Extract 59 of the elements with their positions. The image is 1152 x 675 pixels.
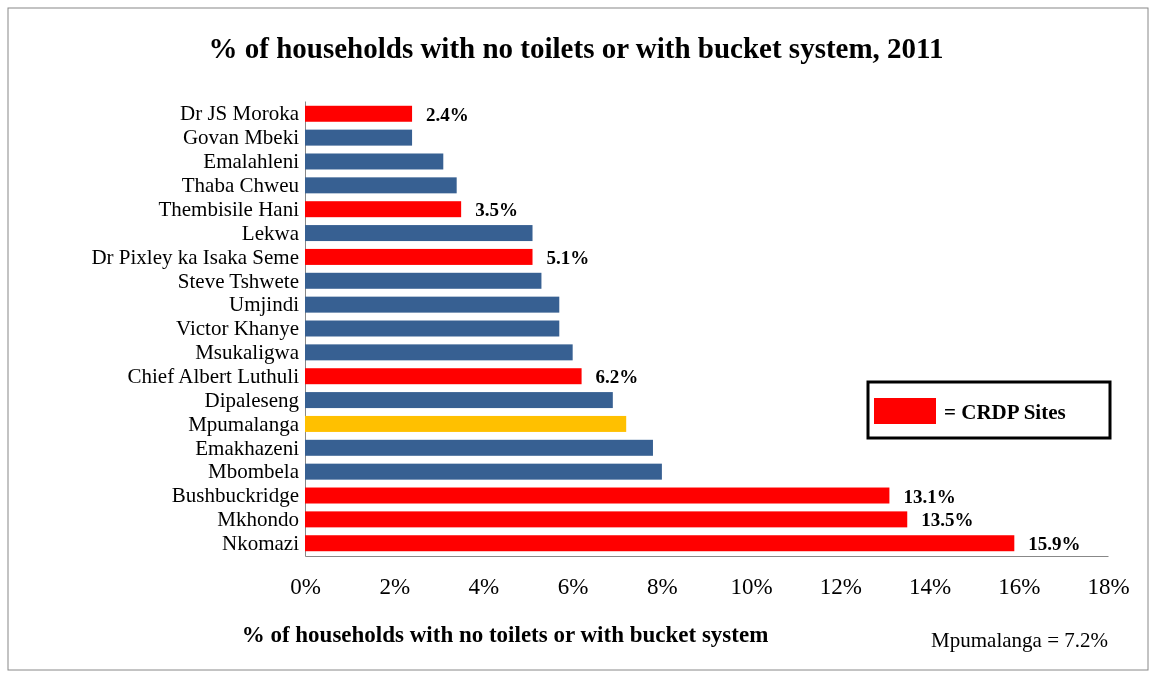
bar <box>305 320 560 337</box>
x-tick-label: 6% <box>557 574 589 600</box>
bar <box>305 392 613 409</box>
bar <box>305 177 457 194</box>
x-tick-label: 14% <box>908 574 952 600</box>
bar <box>305 153 444 170</box>
data-label: 6.2% <box>595 366 639 388</box>
y-tick-label: Msukaligwa <box>195 340 300 365</box>
bar <box>305 415 627 432</box>
x-axis-title: % of households with no toilets or with bucket system <box>241 622 769 647</box>
bar <box>305 439 653 456</box>
y-tick-label: Chief Albert Luthuli <box>127 363 300 388</box>
data-label: 15.9% <box>1028 533 1081 555</box>
y-tick-label: Nkomazi <box>222 530 300 555</box>
bar <box>305 344 573 361</box>
bar <box>305 296 560 313</box>
y-tick-label: Bushbuckridge <box>171 483 299 508</box>
bar <box>305 129 413 146</box>
y-tick-label: Emakhazeni <box>195 435 300 460</box>
bar <box>305 248 533 265</box>
bar <box>305 201 462 218</box>
y-tick-label: Thaba Chweu <box>181 173 300 198</box>
y-tick-label: Dipaleseng <box>204 387 300 412</box>
data-label: 2.4% <box>426 103 469 125</box>
bar <box>305 535 1015 552</box>
data-label: 13.5% <box>921 509 974 531</box>
bar <box>305 463 662 480</box>
chart-title: % of households with no toilets or with bucket system, 2011 <box>208 32 944 64</box>
bar <box>305 368 582 385</box>
x-tick-label: 0% <box>290 574 321 600</box>
text: Mpumalanga = 7.2% <box>931 628 1108 652</box>
y-tick-label: Lekwa <box>241 220 300 245</box>
x-tick-label: 16% <box>998 574 1041 600</box>
data-label: 3.5% <box>475 199 518 221</box>
bar <box>305 272 542 289</box>
y-tick-label: Umjindi <box>228 292 300 317</box>
x-tick-label: 2% <box>379 574 411 600</box>
y-tick-label: Emalahleni <box>203 149 300 174</box>
y-tick-label: Mkhondo <box>217 507 299 532</box>
y-tick-label: Mbombela <box>208 459 300 484</box>
data-label: 13.1% <box>903 485 956 507</box>
x-tick-label: 18% <box>1087 574 1130 600</box>
bar <box>305 487 890 504</box>
y-tick-label: Victor Khanye <box>176 316 299 341</box>
y-tick-label: Mpumalanga <box>188 411 300 436</box>
y-tick-label: Dr Pixley ka Isaka Seme <box>91 244 299 269</box>
bar <box>305 105 413 122</box>
y-tick-label: Dr JS Moroka <box>180 101 300 126</box>
bar <box>305 511 908 528</box>
x-tick-label: 8% <box>647 574 678 600</box>
y-tick-label: Govan Mbeki <box>182 125 300 150</box>
y-tick-label: Thembisile Hani <box>158 196 300 221</box>
y-tick-label: Steve Tshwete <box>177 268 299 293</box>
x-tick-label: 4% <box>468 574 500 600</box>
x-tick-label: 10% <box>730 574 773 600</box>
data-label: 5.1% <box>546 246 590 268</box>
x-tick-label: 12% <box>819 574 862 600</box>
legend-label: = CRDP Sites <box>944 400 1066 424</box>
bar <box>305 225 533 242</box>
